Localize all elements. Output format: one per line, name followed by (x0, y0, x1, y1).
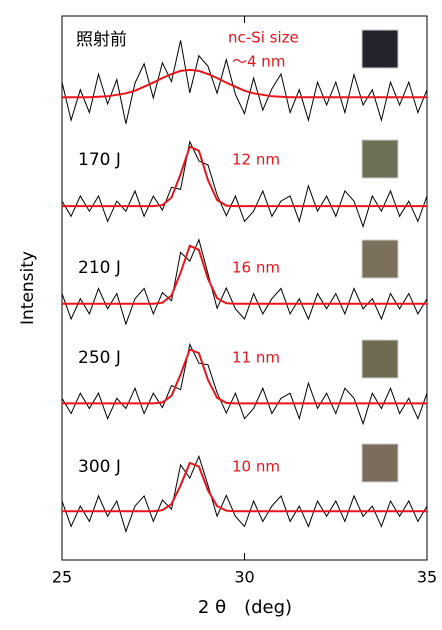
sample-label: 照射前 (76, 30, 127, 50)
size-label: 16 nm (232, 259, 280, 277)
sample-label: 170 J (78, 150, 121, 170)
fit-curve (62, 145, 427, 208)
x-tick-label: 35 (417, 568, 437, 587)
size-label: 11 nm (232, 349, 280, 367)
size-label: ～4 nm (232, 53, 285, 71)
data-trace (61, 342, 428, 426)
data-trace (61, 140, 428, 229)
fit-curve (62, 348, 427, 405)
data-trace (61, 454, 428, 534)
sample-label: 250 J (78, 348, 121, 368)
sample-photo (361, 239, 399, 279)
data-trace (61, 238, 428, 326)
data-trace (61, 40, 428, 124)
sample-photo (361, 139, 399, 179)
fit-curve (62, 68, 427, 99)
sample-photos (361, 29, 399, 483)
annotation: nc-Si size (228, 29, 299, 47)
size-label: 12 nm (232, 151, 280, 169)
sample-label: 300 J (78, 457, 121, 477)
sample-photo (361, 443, 399, 483)
x-tick-label: 25 (52, 568, 72, 587)
x-tick-label: 30 (234, 568, 254, 587)
fit-curve (62, 244, 427, 305)
sample-photo (361, 339, 399, 379)
sample-label: 210 J (78, 258, 121, 278)
y-axis-label: Intensity (18, 251, 38, 325)
x-axis-label: 2 θ (deg) (198, 597, 292, 618)
size-label: 10 nm (232, 458, 280, 476)
sample-photo (361, 29, 399, 69)
fit-curve (62, 461, 427, 513)
